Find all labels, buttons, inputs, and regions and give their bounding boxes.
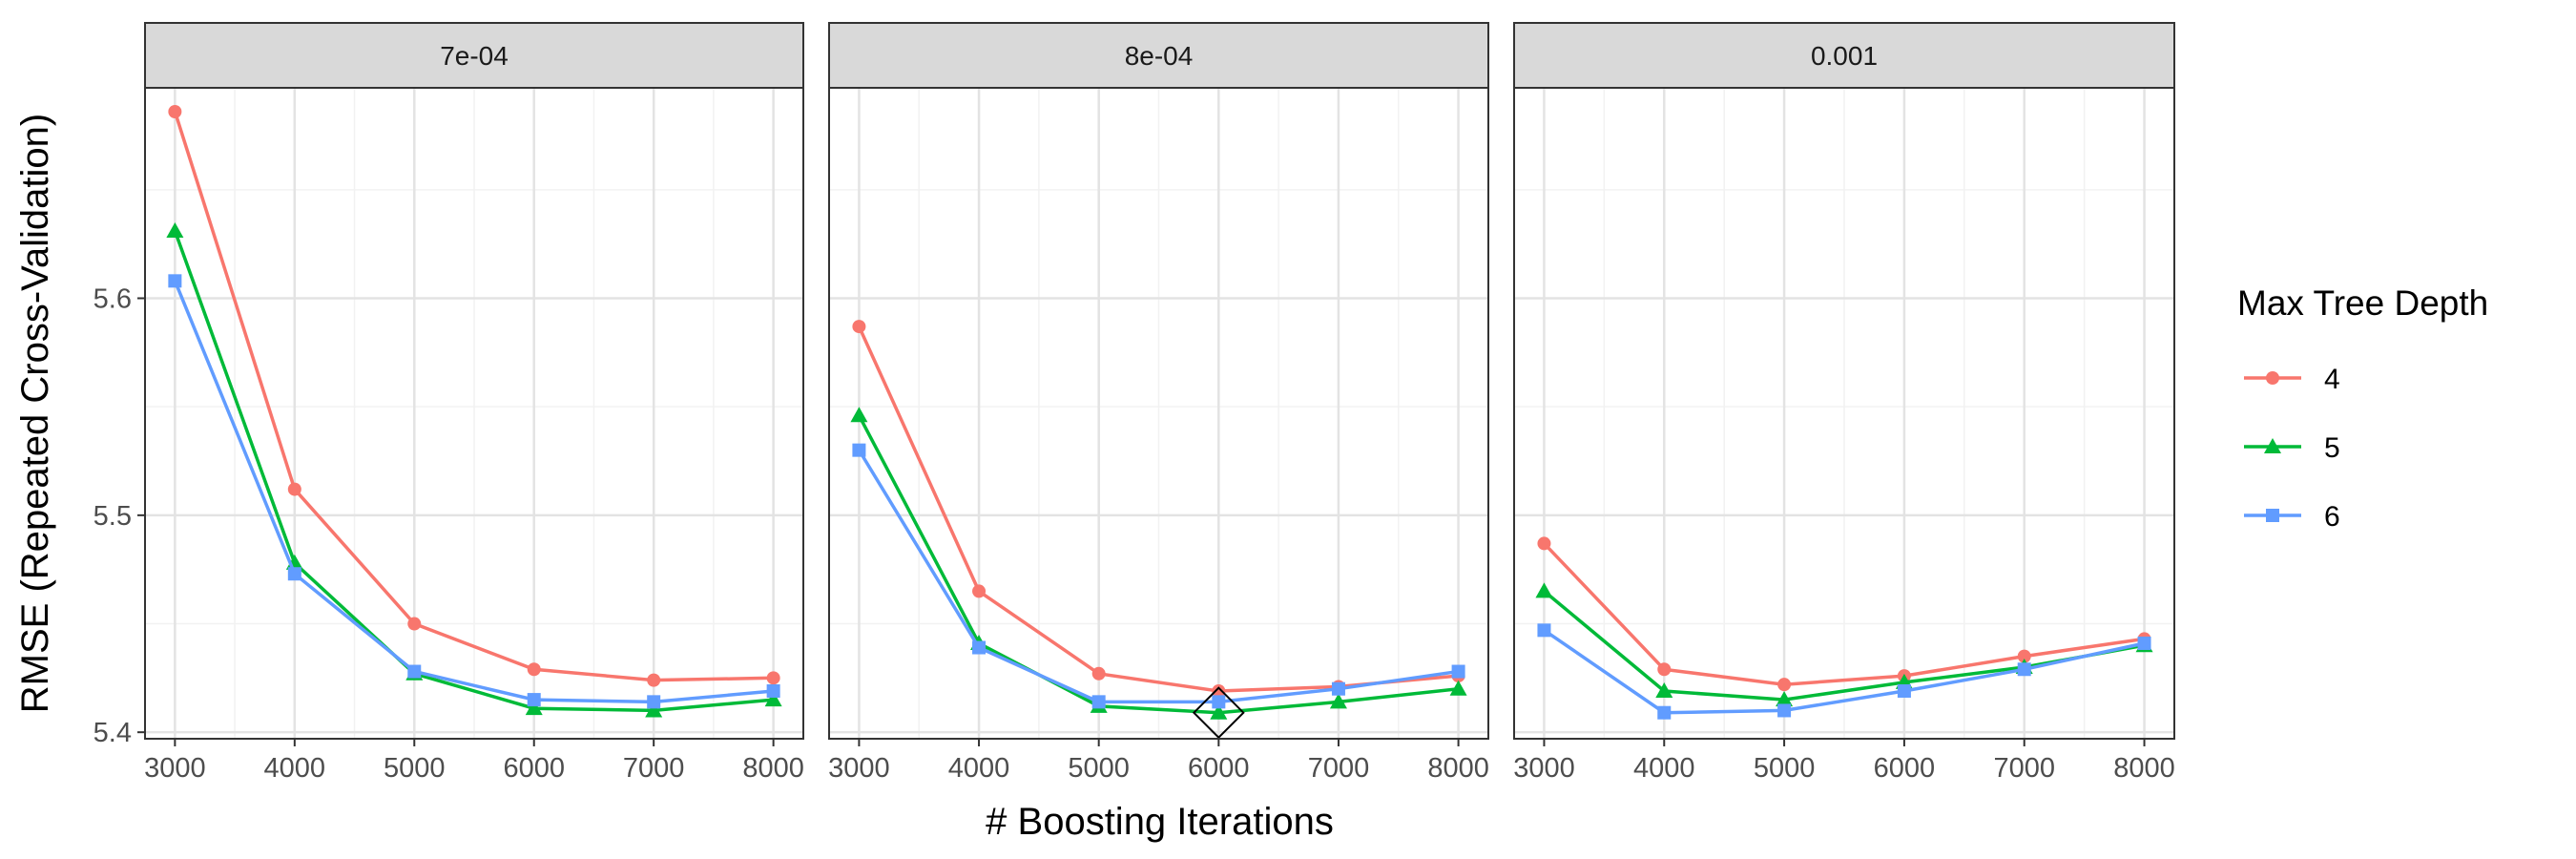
data-point-depth-6 bbox=[407, 664, 422, 679]
data-point-depth-4 bbox=[972, 584, 987, 598]
x-tick-label: 6000 bbox=[1188, 753, 1250, 784]
data-point-depth-6 bbox=[1657, 705, 1672, 720]
data-point-depth-4 bbox=[407, 617, 422, 631]
data-point-depth-6 bbox=[1331, 681, 1345, 696]
data-point-depth-6 bbox=[527, 693, 541, 707]
y-tick-label: 5.4 bbox=[93, 718, 132, 748]
x-tick-label: 5000 bbox=[1754, 753, 1816, 784]
data-point-depth-6 bbox=[1451, 664, 1465, 679]
data-point-depth-4 bbox=[1657, 662, 1672, 677]
data-point-depth-6 bbox=[647, 695, 661, 709]
x-tick-label: 7000 bbox=[1308, 753, 1370, 784]
legend: Max Tree Depth 4 5 6 bbox=[2237, 283, 2488, 533]
data-point-depth-6 bbox=[168, 274, 182, 288]
y-tick-label: 5.6 bbox=[93, 284, 132, 315]
series-line-4 bbox=[1543, 542, 2145, 686]
data-point-depth-5 bbox=[850, 407, 868, 423]
data-point-depth-6 bbox=[766, 683, 780, 698]
data-point-depth-4 bbox=[647, 673, 661, 687]
facet-panel-2: 0.001 3000 4000 5000 6000 7000 8000 bbox=[1513, 22, 2175, 784]
x-tick-label: 3000 bbox=[1513, 753, 1575, 784]
series-line-4 bbox=[173, 111, 774, 682]
facet-strip-label: 8e-04 bbox=[1125, 41, 1194, 71]
data-point-depth-5 bbox=[1449, 680, 1467, 696]
data-point-depth-6 bbox=[2017, 662, 2031, 677]
data-point-depth-4 bbox=[1091, 666, 1106, 681]
facet-panel-1: 8e-04 3000 4000 5000 6000 7000 8000 bbox=[828, 22, 1489, 784]
facet-panel-0: 7e-04 3000 4000 5000 6000 7000 8000 bbox=[144, 22, 804, 784]
y-tick-label: 5.5 bbox=[93, 501, 132, 532]
series-line-5 bbox=[857, 414, 1459, 715]
x-tick-label: 7000 bbox=[623, 753, 685, 784]
data-point-depth-6 bbox=[972, 640, 987, 655]
data-point-depth-6 bbox=[1091, 695, 1106, 709]
facet-strip-label: 0.001 bbox=[1811, 41, 1878, 71]
data-point-depth-4 bbox=[1212, 683, 1226, 698]
x-tick-label: 8000 bbox=[1427, 753, 1489, 784]
legend-label-depth-4: 4 bbox=[2324, 364, 2340, 395]
data-point-depth-6 bbox=[287, 567, 301, 581]
data-point-depth-4 bbox=[1537, 536, 1551, 551]
data-point-depth-5 bbox=[764, 691, 782, 707]
legend-key-circle-icon bbox=[2266, 371, 2279, 385]
x-tick-label: 8000 bbox=[742, 753, 804, 784]
data-point-depth-5 bbox=[525, 700, 543, 716]
data-point-depth-5 bbox=[166, 222, 184, 239]
data-point-depth-6 bbox=[852, 443, 866, 457]
x-tick-label: 4000 bbox=[264, 753, 326, 784]
data-point-depth-5 bbox=[1776, 691, 1794, 707]
x-tick-label: 8000 bbox=[2113, 753, 2175, 784]
data-point-depth-5 bbox=[1329, 693, 1347, 709]
legend-label-depth-5: 5 bbox=[2324, 432, 2340, 464]
data-point-depth-5 bbox=[1535, 582, 1553, 598]
best-point-diamond-icon bbox=[1192, 686, 1245, 740]
data-point-depth-5 bbox=[1655, 681, 1673, 698]
data-point-depth-4 bbox=[2017, 649, 2031, 663]
data-point-depth-6 bbox=[1537, 623, 1551, 638]
x-tick-label: 6000 bbox=[503, 753, 565, 784]
y-axis-title: RMSE (Repeated Cross-Validation) bbox=[14, 114, 56, 713]
facet-strip bbox=[828, 22, 1489, 89]
legend-label-depth-6: 6 bbox=[2324, 501, 2340, 533]
x-tick-label: 6000 bbox=[1874, 753, 1936, 784]
series-line-5 bbox=[173, 230, 774, 713]
x-axis-title: # Boosting Iterations bbox=[986, 801, 1334, 843]
legend-title: Max Tree Depth bbox=[2237, 283, 2488, 323]
x-tick-label: 3000 bbox=[828, 753, 890, 784]
data-point-depth-5 bbox=[1210, 703, 1228, 720]
x-tick-label: 4000 bbox=[948, 753, 1010, 784]
data-point-depth-6 bbox=[1897, 683, 1911, 698]
facet-strip bbox=[144, 22, 804, 89]
data-point-depth-4 bbox=[1777, 678, 1792, 692]
facet-strip bbox=[1513, 22, 2175, 89]
data-point-depth-4 bbox=[852, 320, 866, 334]
data-point-depth-4 bbox=[527, 662, 541, 677]
series-line-6 bbox=[173, 280, 774, 704]
data-point-depth-6 bbox=[2137, 636, 2151, 650]
data-point-depth-6 bbox=[1777, 703, 1792, 718]
x-tick-label: 5000 bbox=[1068, 753, 1130, 784]
series-line-6 bbox=[1543, 628, 2145, 715]
legend-key-square-icon bbox=[2266, 509, 2279, 522]
series-line-6 bbox=[857, 449, 1459, 704]
x-tick-label: 3000 bbox=[144, 753, 206, 784]
data-point-depth-6 bbox=[1212, 695, 1226, 709]
data-point-depth-4 bbox=[168, 105, 182, 119]
x-tick-label: 7000 bbox=[1993, 753, 2055, 784]
legend-key-triangle-icon bbox=[2264, 438, 2281, 453]
data-point-depth-4 bbox=[287, 482, 301, 496]
data-point-depth-4 bbox=[766, 671, 780, 685]
data-point-depth-5 bbox=[645, 702, 663, 718]
x-tick-label: 4000 bbox=[1633, 753, 1695, 784]
x-tick-label: 5000 bbox=[384, 753, 446, 784]
facet-strip-label: 7e-04 bbox=[440, 41, 509, 71]
